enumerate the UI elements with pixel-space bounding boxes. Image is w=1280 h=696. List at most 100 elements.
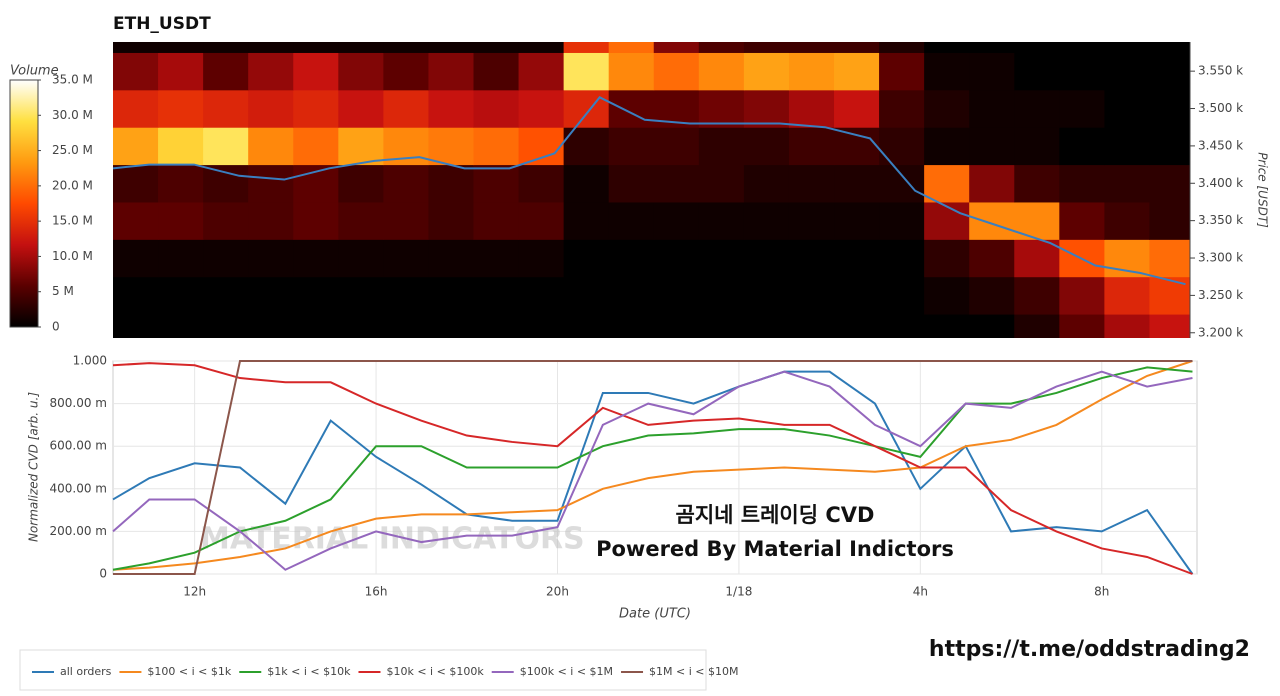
heatmap-cell <box>879 52 925 91</box>
heatmap-cell <box>1014 127 1060 166</box>
legend-label[interactable]: $10k < i < $100k <box>386 665 484 678</box>
series-line <box>112 370 1194 575</box>
heatmap-cell <box>113 52 159 91</box>
heatmap-cell <box>969 239 1015 278</box>
heatmap-cell <box>1149 239 1190 278</box>
heatmap-cell <box>338 164 384 203</box>
heatmap-cell <box>563 89 610 128</box>
heatmap-cell <box>698 127 745 166</box>
heatmap-cell <box>383 276 429 315</box>
heatmap-cell <box>924 201 970 240</box>
heatmap-cell <box>1104 52 1150 91</box>
heatmap-cell <box>338 276 384 315</box>
legend-label[interactable]: all orders <box>60 665 112 678</box>
heatmap-cell <box>788 239 835 278</box>
heatmap-cell <box>203 127 249 166</box>
heatmap-cell <box>338 127 384 166</box>
heatmap-cell <box>248 164 294 203</box>
y2-tick-label: 3.250 k <box>1198 288 1243 302</box>
heatmap-cell <box>608 314 655 338</box>
colorbar-tick-label: 15.0 M <box>52 214 93 228</box>
heatmap-cell <box>248 239 294 278</box>
heatmap-cell <box>653 276 700 315</box>
heatmap-cell <box>608 127 655 166</box>
heatmap-cell <box>1059 42 1105 53</box>
series-line <box>112 370 1193 571</box>
heatmap-cell <box>428 127 475 166</box>
heatmap-cell <box>1014 89 1060 128</box>
heatmap-cell <box>743 201 790 240</box>
x-tick-label: 4h <box>913 585 928 599</box>
heatmap-cell <box>248 127 294 166</box>
heatmap-cell <box>879 276 925 315</box>
heatmap-cell <box>338 89 384 128</box>
heatmap-cell <box>834 239 880 278</box>
heatmap-cell <box>203 164 249 203</box>
y2-tick-label: 3.350 k <box>1198 213 1243 227</box>
heatmap-cell <box>203 52 249 91</box>
legend-label[interactable]: $1M < i < $10M <box>649 665 738 678</box>
colorbar <box>9 79 39 328</box>
heatmap-cell <box>1059 52 1105 91</box>
heatmap-cell <box>473 127 520 166</box>
colorbar-tick-label: 5 M <box>52 284 74 298</box>
colorbar-tick-label: 30.0 M <box>52 108 93 122</box>
heatmap-cell <box>1104 314 1150 338</box>
heatmap-cell <box>1149 52 1190 91</box>
heatmap-cell <box>383 164 429 203</box>
y-tick-label: 1.000 <box>73 354 107 368</box>
heatmap <box>113 42 1190 338</box>
heatmap-cell <box>383 314 429 338</box>
heatmap-cell <box>1149 276 1190 315</box>
heatmap-cell <box>383 201 429 240</box>
heatmap-cell <box>563 164 610 203</box>
heatmap-cell <box>293 127 339 166</box>
heatmap-cell <box>158 276 204 315</box>
heatmap-cell <box>248 276 294 315</box>
heatmap-cell <box>743 276 790 315</box>
heatmap-cell <box>293 89 339 128</box>
heatmap-cell <box>338 314 384 338</box>
heatmap-cell <box>788 314 835 338</box>
heatmap-cell <box>113 201 159 240</box>
heatmap-cell <box>834 42 880 53</box>
heatmap-cell <box>788 89 835 128</box>
heatmap-cell <box>563 201 610 240</box>
heatmap-cell <box>1149 127 1190 166</box>
heatmap-cell <box>924 314 970 338</box>
heatmap-cell <box>969 42 1015 53</box>
heatmap-cell <box>473 314 520 338</box>
legend-label[interactable]: $1k < i < $10k <box>267 665 351 678</box>
heatmap-cell <box>969 201 1015 240</box>
heatmap-cell <box>834 314 880 338</box>
heatmap-cell <box>563 314 610 338</box>
y2-axis-label: Price [USDT] <box>1256 152 1270 228</box>
heatmap-cell <box>653 201 700 240</box>
heatmap-cell <box>653 127 700 166</box>
heatmap-cell <box>698 89 745 128</box>
heatmap-cell <box>608 164 655 203</box>
legend-label[interactable]: $100 < i < $1k <box>147 665 231 678</box>
heatmap-cell <box>113 89 159 128</box>
y2-tick-label: 3.450 k <box>1198 138 1243 152</box>
heatmap-cell <box>428 52 475 91</box>
x-tick-label: 12h <box>183 585 206 599</box>
heatmap-cell <box>698 239 745 278</box>
colorbar-tick-label: 10.0 M <box>52 249 93 263</box>
heatmap-cell <box>563 239 610 278</box>
heatmap-cell <box>924 276 970 315</box>
colorbar-tick-label: 20.0 M <box>52 178 93 192</box>
heatmap-cell <box>698 201 745 240</box>
heatmap-cell <box>158 164 204 203</box>
heatmap-cell <box>1059 201 1105 240</box>
legend-label[interactable]: $100k < i < $1M <box>520 665 613 678</box>
price-line <box>113 96 1186 286</box>
heatmap-cell <box>1059 164 1105 203</box>
heatmap-cell <box>924 164 970 203</box>
heatmap-cell <box>698 314 745 338</box>
x-tick-label: 1/18 <box>725 585 752 599</box>
heatmap-cell <box>518 201 565 240</box>
annotation: 곰지네 트레이딩 CVD <box>676 503 875 527</box>
heatmap-cell <box>383 89 429 128</box>
heatmap-cell <box>653 52 700 91</box>
